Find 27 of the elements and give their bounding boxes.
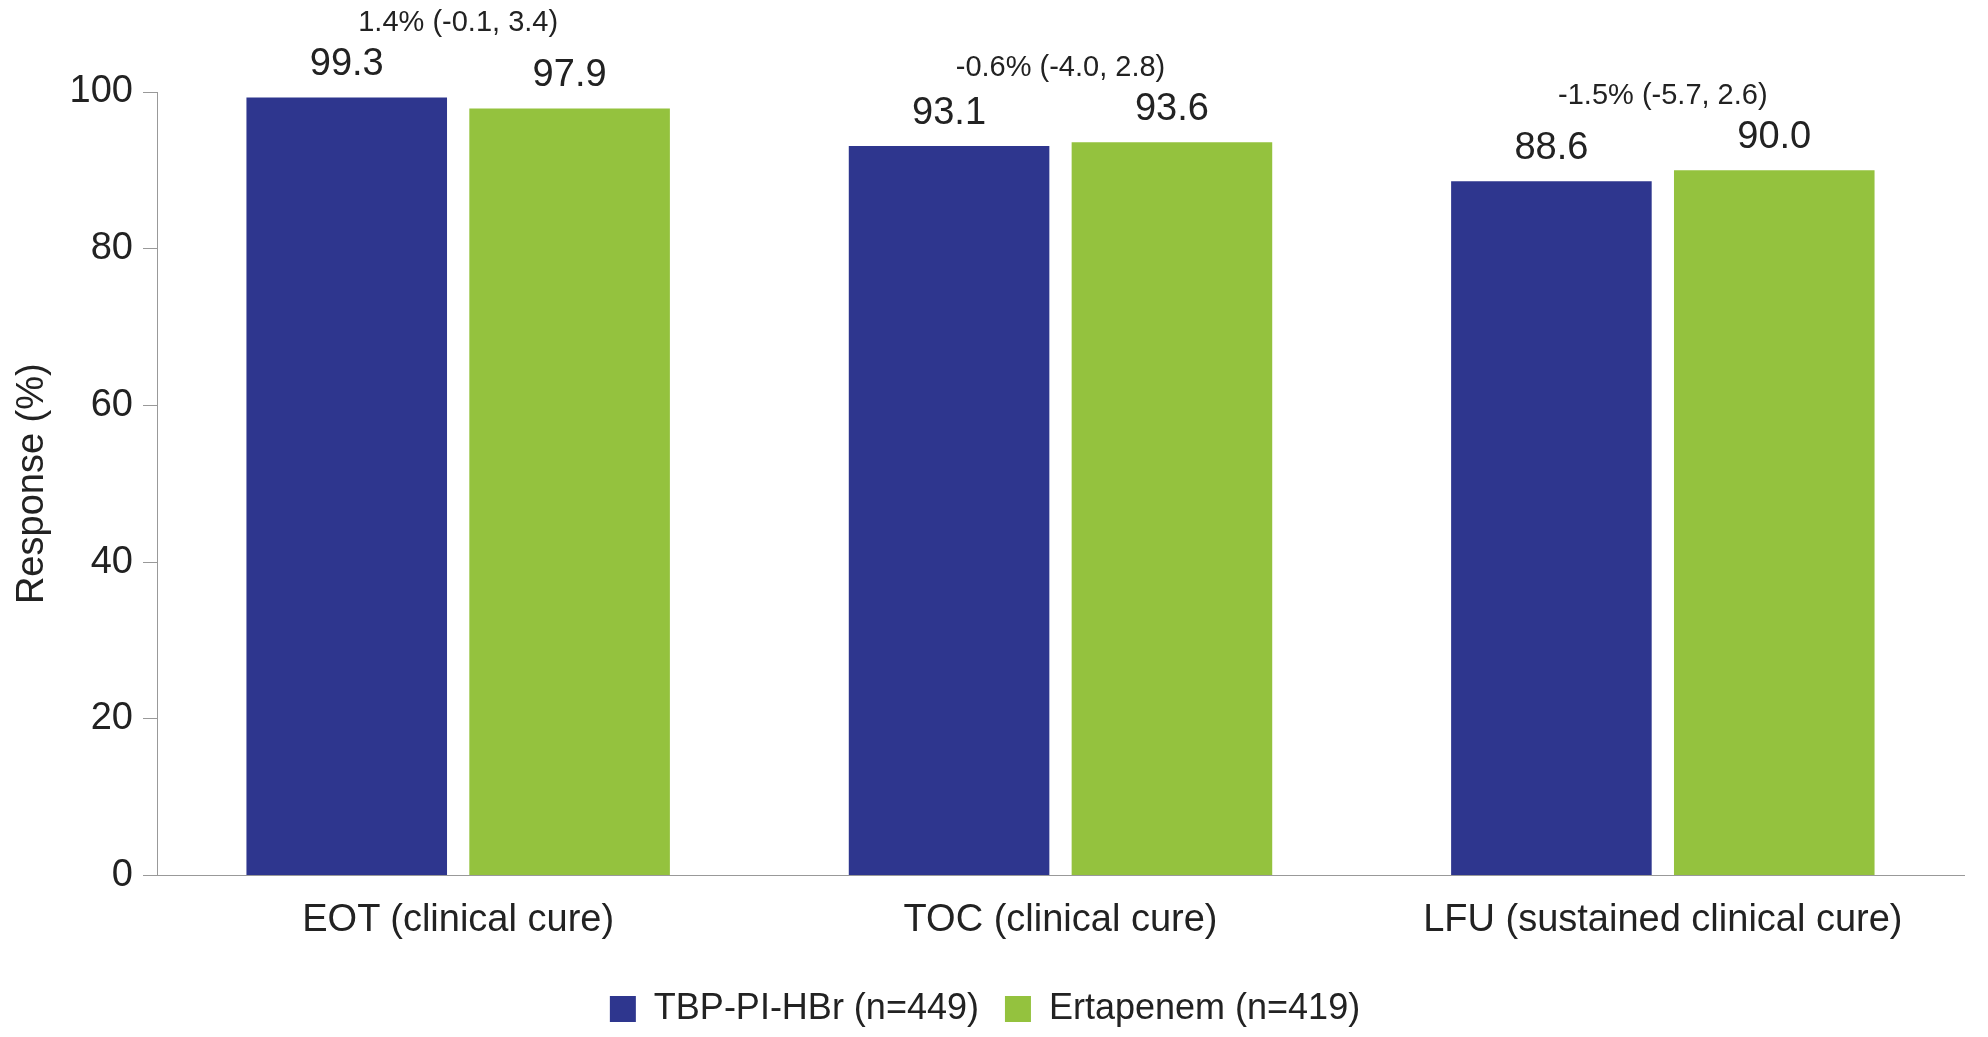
data-label: 99.3 [309,40,384,83]
y-tick-label: 40 [90,538,133,581]
data-label: 88.6 [1514,124,1589,167]
bar [469,108,670,875]
y-tick-label: 100 [69,68,133,111]
x-tick-label: LFU (sustained clinical cure) [1423,896,1903,939]
bar [1071,142,1273,875]
legend-label: Ertapenem (n=419) [1048,985,1361,1027]
bar [1451,181,1652,875]
y-tick-label: 0 [111,851,133,894]
x-tick-label: TOC (clinical cure) [903,896,1218,939]
data-label: 93.6 [1134,85,1209,128]
y-axis-title: Response (%) [9,363,52,605]
x-tick-label: EOT (clinical cure) [302,896,615,939]
data-label: 90.0 [1737,113,1812,156]
y-tick-label: 80 [90,225,133,268]
bar [848,146,1050,875]
text: 1.4% (-0.1, 3.4) [358,4,559,37]
text: -0.6% (-4.0, 2.8) [955,49,1166,82]
y-tick-label: 60 [90,381,133,424]
bar [1673,170,1875,875]
data-label: 97.9 [532,51,607,94]
y-tick-label: 20 [90,695,133,738]
bar [246,97,448,875]
data-label: 93.1 [912,89,987,132]
legend-label: TBP-PI-HBr (n=449) [653,985,979,1027]
annotation: -1.5% (-5.7, 2.6) [1558,77,1768,110]
